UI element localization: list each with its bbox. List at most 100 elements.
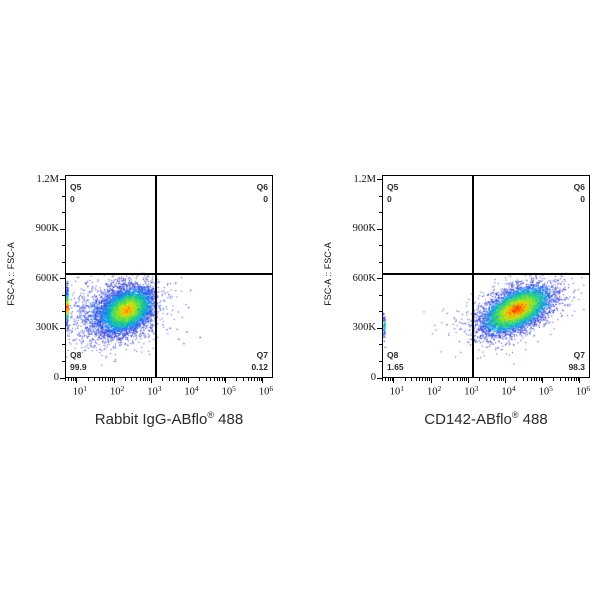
x-tick-label: 105 bbox=[211, 384, 247, 398]
x-minor-tick bbox=[236, 378, 238, 381]
quadrant-gate-horizontal-line bbox=[65, 272, 273, 275]
quadrant-q5-label: Q5 bbox=[387, 182, 399, 192]
y-minor-tick bbox=[379, 261, 382, 263]
x-tick-label: 102 bbox=[99, 384, 135, 398]
x-minor-tick bbox=[105, 378, 107, 381]
x-minor-tick bbox=[464, 378, 466, 381]
x-tick-base: 10 bbox=[221, 386, 233, 398]
y-tick-label: 1.2M bbox=[353, 173, 376, 185]
x-tick-exponent: 3 bbox=[157, 384, 162, 393]
x-minor-tick bbox=[571, 378, 573, 381]
y-minor-tick bbox=[62, 344, 65, 346]
x-tick-base: 10 bbox=[109, 386, 121, 398]
quadrant-q7-percent: 98.3 bbox=[568, 362, 585, 372]
quadrant-q8-label: Q8 bbox=[387, 350, 399, 360]
y-minor-tick bbox=[62, 245, 65, 247]
y-tick-label: 900K bbox=[35, 223, 59, 235]
x-minor-tick bbox=[94, 378, 96, 381]
x-minor-tick bbox=[564, 378, 566, 381]
x-minor-tick bbox=[411, 378, 413, 381]
x-major-tick bbox=[150, 378, 152, 383]
x-tick-exponent: 1 bbox=[400, 384, 405, 393]
x-minor-tick bbox=[387, 378, 389, 381]
quadrant-q7-stat: Q7 0.12 bbox=[213, 349, 268, 373]
x-minor-tick bbox=[527, 378, 529, 381]
x-axis-label: CD142-ABflo® 488 bbox=[382, 406, 590, 429]
x-axis-label: Rabbit IgG-ABflo® 488 bbox=[65, 406, 273, 429]
y-tick-label: 300K bbox=[35, 322, 59, 334]
y-minor-tick bbox=[62, 261, 65, 263]
x-minor-tick bbox=[70, 378, 72, 381]
x-tick-label: 103 bbox=[453, 384, 489, 398]
x-minor-tick bbox=[149, 378, 151, 381]
x-major-tick bbox=[76, 378, 78, 383]
y-minor-tick bbox=[62, 212, 65, 214]
x-tick-base: 10 bbox=[72, 386, 84, 398]
quadrant-q8-percent: 1.65 bbox=[387, 362, 404, 372]
x-minor-tick bbox=[168, 378, 170, 381]
x-minor-tick bbox=[205, 378, 207, 381]
quadrant-q7-label: Q7 bbox=[573, 350, 585, 360]
y-minor-tick bbox=[62, 195, 65, 197]
x-tick-base: 10 bbox=[464, 386, 475, 398]
x-minor-tick bbox=[176, 378, 178, 381]
x-tick-exponent: 2 bbox=[437, 384, 442, 393]
x-minor-tick bbox=[389, 378, 391, 381]
x-minor-tick bbox=[258, 378, 260, 381]
x-minor-tick bbox=[210, 378, 212, 381]
y-minor-tick bbox=[379, 212, 382, 214]
x-minor-tick bbox=[260, 378, 262, 381]
quadrant-q6-percent: 0 bbox=[263, 194, 268, 204]
x-tick-base: 10 bbox=[389, 386, 401, 398]
y-minor-tick bbox=[379, 344, 382, 346]
x-minor-tick bbox=[139, 378, 141, 381]
x-major-tick bbox=[542, 378, 544, 383]
x-minor-tick bbox=[490, 378, 492, 381]
x-minor-tick bbox=[251, 378, 253, 381]
quadrant-q7-stat: Q7 98.3 bbox=[530, 349, 585, 373]
x-minor-tick bbox=[575, 378, 577, 381]
x-major-tick bbox=[188, 378, 190, 383]
x-minor-tick bbox=[453, 378, 455, 381]
quadrant-q5-stat: Q5 0 bbox=[70, 181, 81, 205]
x-minor-tick bbox=[573, 378, 575, 381]
x-axis-label-suffix: 488 bbox=[518, 411, 548, 428]
x-tick-label: 104 bbox=[491, 384, 527, 398]
y-minor-tick bbox=[379, 195, 382, 197]
x-minor-tick bbox=[422, 378, 424, 381]
x-major-tick bbox=[579, 378, 581, 383]
y-tick-label: 300K bbox=[352, 322, 376, 334]
x-minor-tick bbox=[568, 378, 570, 381]
x-minor-tick bbox=[145, 378, 147, 381]
x-minor-tick bbox=[533, 378, 535, 381]
x-minor-tick bbox=[415, 378, 417, 381]
x-minor-tick bbox=[391, 378, 393, 381]
x-tick-base: 10 bbox=[426, 386, 438, 398]
y-major-tick bbox=[60, 228, 65, 230]
quadrant-q8-percent: 99.9 bbox=[70, 362, 87, 372]
x-tick-label: 101 bbox=[62, 384, 98, 398]
quadrant-q6-label: Q6 bbox=[573, 182, 585, 192]
y-minor-tick bbox=[62, 294, 65, 296]
x-tick-base: 10 bbox=[575, 386, 587, 398]
x-minor-tick bbox=[111, 378, 113, 381]
x-tick-base: 10 bbox=[147, 386, 158, 398]
y-minor-tick bbox=[62, 311, 65, 313]
x-tick-exponent: 4 bbox=[194, 384, 199, 393]
x-minor-tick bbox=[385, 378, 387, 381]
x-tick-exponent: 4 bbox=[511, 384, 516, 393]
x-minor-tick bbox=[184, 378, 186, 381]
x-major-tick bbox=[430, 378, 432, 383]
x-minor-tick bbox=[419, 378, 421, 381]
x-minor-tick bbox=[65, 378, 67, 381]
x-minor-tick bbox=[68, 378, 70, 381]
x-major-tick bbox=[262, 378, 264, 383]
x-major-tick bbox=[467, 378, 469, 383]
y-major-tick bbox=[377, 377, 382, 379]
x-minor-tick bbox=[247, 378, 249, 381]
y-major-tick bbox=[377, 228, 382, 230]
x-minor-tick bbox=[448, 378, 450, 381]
x-minor-tick bbox=[531, 378, 533, 381]
x-tick-exponent: 3 bbox=[474, 384, 479, 393]
y-tick-label: 0 bbox=[370, 372, 376, 383]
